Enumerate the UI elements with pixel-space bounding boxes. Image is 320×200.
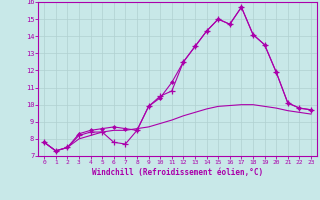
X-axis label: Windchill (Refroidissement éolien,°C): Windchill (Refroidissement éolien,°C)	[92, 168, 263, 177]
